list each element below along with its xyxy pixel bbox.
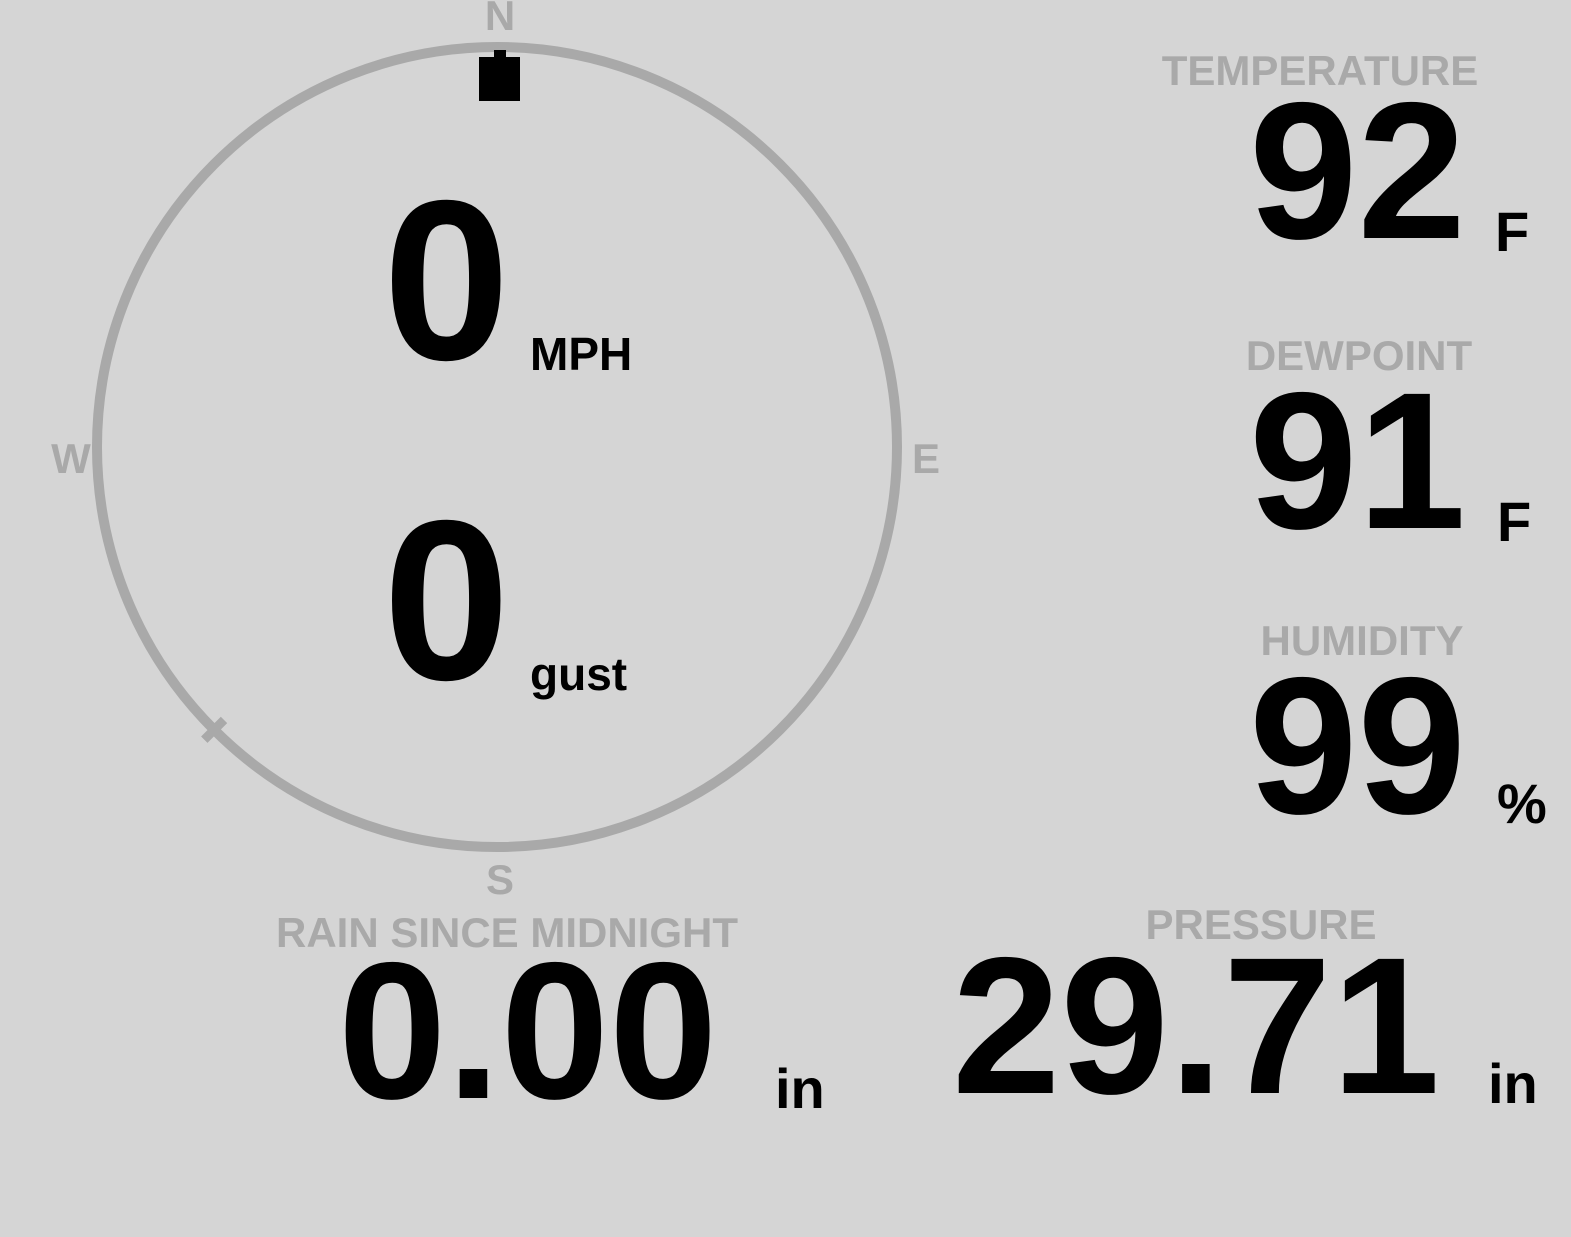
dewpoint-value: 91 — [1249, 352, 1466, 570]
compass-ring — [92, 42, 902, 852]
compass-label-south: S — [485, 856, 515, 903]
temperature-label: TEMPERATURE — [1161, 47, 1479, 94]
compass-tick-nw — [201, 151, 228, 178]
wind-speed-unit: MPH — [530, 328, 633, 380]
humidity-label: HUMIDITY — [1260, 617, 1464, 664]
wind-gust-value: 0 — [383, 474, 510, 728]
pressure-label: PRESSURE — [1145, 901, 1377, 948]
pressure-value: 29.71 — [952, 917, 1440, 1135]
wind-direction-marker — [479, 50, 520, 101]
temperature-unit: F — [1495, 200, 1530, 263]
wind-speed-value: 0 — [383, 154, 510, 408]
wind-direction-marker-nub — [494, 50, 506, 60]
wind-gust-unit: gust — [530, 648, 628, 700]
dewpoint-label: DEWPOINT — [1245, 332, 1473, 379]
rain-value: 0.00 — [338, 922, 718, 1140]
compass-tick-sw — [201, 716, 228, 743]
humidity-unit: % — [1497, 772, 1547, 835]
rain-label: RAIN SINCE MIDNIGHT — [276, 909, 738, 956]
compass-tick-ne — [766, 151, 793, 178]
pressure-unit: in — [1488, 1052, 1538, 1115]
compass-label-west: W — [51, 435, 91, 482]
temperature-value: 92 — [1249, 62, 1466, 280]
dewpoint-unit: F — [1497, 490, 1532, 553]
compass-tick-se — [766, 716, 793, 743]
compass-label-east: E — [911, 435, 941, 482]
wind-direction-marker-square — [479, 57, 520, 101]
rain-unit: in — [775, 1057, 825, 1120]
compass-label-north: N — [484, 0, 516, 39]
humidity-value: 99 — [1249, 637, 1466, 855]
